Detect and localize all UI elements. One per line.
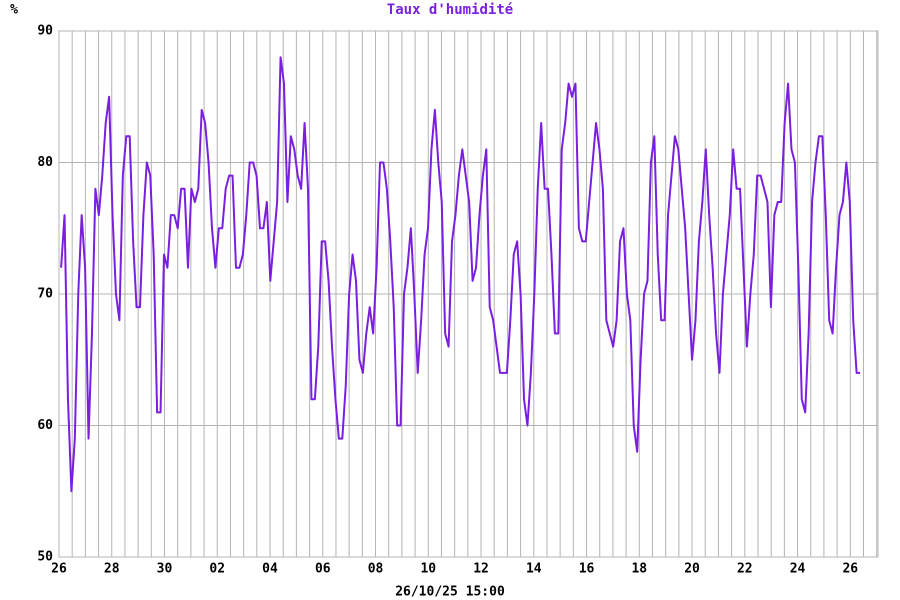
x-tick-label: 02 [209,562,225,577]
x-tick-label: 12 [473,562,489,577]
plot [60,56,861,493]
x-tick-label: 20 [684,562,700,577]
x-tick-label: 30 [157,562,173,577]
x-axis-label: 26/10/25 15:00 [395,585,505,600]
y-tick-label: 80 [37,155,53,170]
x-tick-label: 16 [579,562,595,577]
x-tick-label: 22 [737,562,753,577]
grid [58,30,879,558]
chart-title: Taux d'humidité [387,2,513,18]
y-tick-label: 50 [37,550,53,565]
x-tick-label: 06 [315,562,331,577]
x-tick-label: 24 [790,562,806,577]
x-tick-label: 26 [842,562,858,577]
x-tick-label: 28 [104,562,120,577]
y-axis-label: % [10,3,18,18]
data-line [60,56,861,493]
x-tick-label: 18 [631,562,647,577]
x-tick-label: 10 [420,562,436,577]
y-tick-label: 90 [37,24,53,39]
y-tick-label: 60 [37,418,53,433]
x-tick-label: 08 [368,562,384,577]
x-tick-label: 14 [526,562,542,577]
x-tick-label: 26 [51,562,67,577]
y-tick-label: 70 [37,287,53,302]
x-tick-label: 04 [262,562,278,577]
plot-frame [58,30,879,558]
